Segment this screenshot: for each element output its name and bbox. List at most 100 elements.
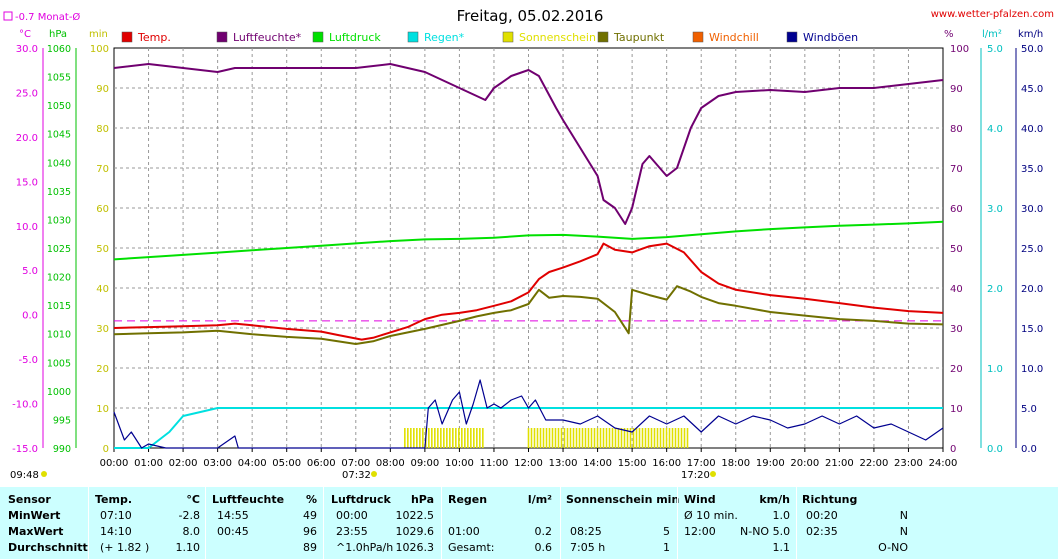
sunshine-tick-label: 60: [96, 204, 109, 215]
stats-sun-time: 08:25: [570, 525, 602, 538]
legend-swatch: [121, 31, 133, 43]
x-tick-label: 00:00: [100, 458, 129, 469]
pressure-tick-label: 1030: [47, 215, 71, 226]
stats-column-separator: [796, 487, 797, 559]
legend-swatch: [407, 31, 419, 43]
temp-tick-label: 5.0: [22, 266, 38, 277]
stats-temp-value: 8.0: [182, 525, 201, 538]
stats-temp-time: 07:10: [100, 509, 132, 522]
sunshine-tick-label: 10: [96, 404, 109, 415]
x-tick-label: 22:00: [860, 458, 889, 469]
stats-header-sunshine: Sonnenschein min: [566, 493, 680, 506]
sunshine-tick-label: 40: [96, 284, 109, 295]
humidity-tick-label: 30: [950, 324, 963, 335]
stats-temp-time: 14:10: [100, 525, 132, 538]
x-tick-label: 02:00: [169, 458, 198, 469]
sunshine-tick-label: 90: [96, 84, 109, 95]
series-line-luftdruck: [113, 220, 944, 261]
stats-hum-value: 49: [303, 509, 317, 522]
legend-label: Temp.: [137, 31, 171, 44]
sunrise-label: 07:32: [342, 470, 371, 481]
wind-tick-label: 35.0: [1021, 164, 1043, 175]
pressure-tick-label: 1005: [47, 358, 71, 369]
wind-tick-label: 20.0: [1021, 284, 1043, 295]
chart-title: Freitag, 05.02.2016: [457, 7, 604, 25]
humidity-tick-label: 100: [950, 44, 969, 55]
sunrise-marker: [371, 471, 377, 477]
x-tick-label: 06:00: [307, 458, 336, 469]
humidity-tick-label: 40: [950, 284, 963, 295]
x-tick-label: 15:00: [618, 458, 647, 469]
wind-tick-label: 5.0: [1021, 404, 1037, 415]
wind-tick-label: 15.0: [1021, 324, 1043, 335]
sunshine-unit: min: [89, 29, 108, 40]
stats-row-label: MinWert: [8, 509, 61, 522]
x-tick-label: 10:00: [445, 458, 474, 469]
x-tick-label: 16:00: [652, 458, 681, 469]
legend-swatch: [692, 31, 704, 43]
stats-header-wind: Wind: [684, 493, 716, 506]
x-tick-label: 19:00: [756, 458, 785, 469]
rain-tick-label: 1.0: [987, 364, 1003, 375]
sunshine-tick-label: 100: [90, 44, 109, 55]
temp-tick-label: 25.0: [16, 88, 38, 99]
temp-tick-label: 20.0: [16, 133, 38, 144]
wind-tick-label: 10.0: [1021, 364, 1043, 375]
pressure-tick-label: 1035: [47, 187, 71, 198]
x-tick-label: 21:00: [825, 458, 854, 469]
x-tick-label: 18:00: [721, 458, 750, 469]
sunshine-tick-label: 50: [96, 244, 109, 255]
stats-header-wind-unit: km/h: [759, 493, 790, 506]
legend-label: Windchill: [709, 31, 759, 44]
sunshine-tick-label: 70: [96, 164, 109, 175]
temp-tick-label: -5.0: [18, 355, 38, 366]
stats-wind-time: 12:00: [684, 525, 716, 538]
pressure-tick-label: 1025: [47, 244, 71, 255]
humidity-tick-label: 70: [950, 164, 963, 175]
temp-tick-label: 0.0: [22, 311, 38, 322]
x-tick-label: 03:00: [203, 458, 232, 469]
temp-tick-label: 15.0: [16, 177, 38, 188]
stats-sun-time: 7:05 h: [570, 541, 606, 554]
temp-tick-label: -10.0: [12, 400, 38, 411]
legend-label: Regen*: [424, 31, 465, 44]
stats-column-separator: [88, 487, 89, 559]
sunshine-tick-label: 30: [96, 324, 109, 335]
pressure-tick-label: 990: [53, 444, 71, 455]
rain-tick-label: 2.0: [987, 284, 1003, 295]
x-tick-label: 20:00: [790, 458, 819, 469]
stats-sun-value: 5: [663, 525, 670, 538]
legend-swatch: [597, 31, 609, 43]
pressure-tick-label: 1000: [47, 387, 71, 398]
stats-header-temp-unit: °C: [186, 493, 200, 506]
stats-column-separator: [677, 487, 678, 559]
sunshine-tick-label: 0: [103, 444, 109, 455]
series-line-regen: [114, 407, 943, 449]
legend-label: Taupunkt: [613, 31, 665, 44]
stats-temp-time: (+ 1.82 ): [100, 541, 150, 554]
stats-dir-value: O-NO: [878, 541, 908, 554]
stats-press-time: ^1.0hPa/h: [336, 541, 394, 554]
month-avg-label: -0.7 Monat-Ø: [15, 11, 80, 23]
pressure-tick-label: 1060: [47, 44, 71, 55]
pressure-tick-label: 1055: [47, 73, 71, 84]
x-tick-label: 05:00: [272, 458, 301, 469]
pressure-tick-label: 1040: [47, 158, 71, 169]
humidity-unit: %: [944, 29, 954, 40]
humidity-tick-label: 50: [950, 244, 963, 255]
x-tick-label: 13:00: [549, 458, 578, 469]
stats-header-pressure: Luftdruck: [331, 493, 391, 506]
wind-tick-label: 30.0: [1021, 204, 1043, 215]
temp-tick-label: -15.0: [12, 444, 38, 455]
wind-tick-label: 0.0: [1021, 444, 1037, 455]
pressure-tick-label: 1015: [47, 301, 71, 312]
sunset-label: 17:20: [681, 470, 710, 481]
legend-label: Sonnenschein: [519, 31, 596, 44]
x-tick-label: 17:00: [687, 458, 716, 469]
stats-temp-value: -2.8: [178, 509, 200, 522]
wind-unit: km/h: [1018, 29, 1043, 40]
x-tick-label: 12:00: [514, 458, 543, 469]
temp-tick-label: 30.0: [16, 44, 38, 55]
wind-tick-label: 45.0: [1021, 84, 1043, 95]
temp-unit: °C: [19, 29, 31, 40]
